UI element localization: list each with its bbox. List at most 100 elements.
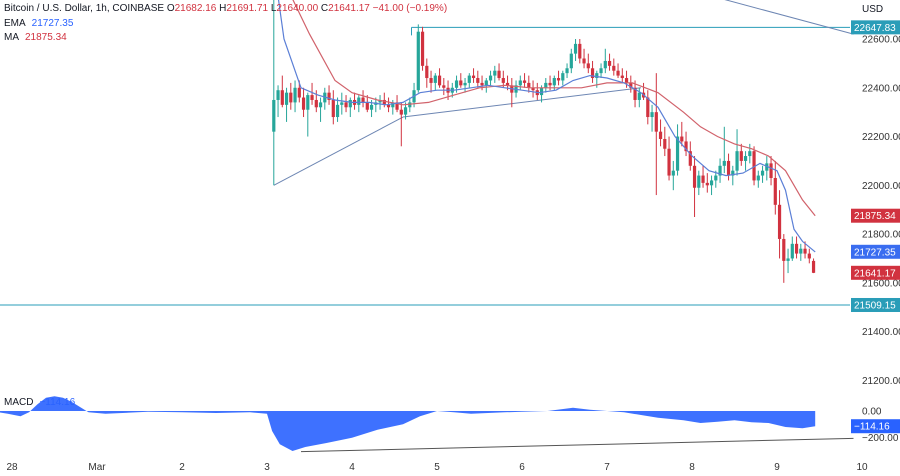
currency-label: USD [862,4,884,15]
trendlines [273,0,854,186]
candle-body [722,160,726,166]
candle-body [493,70,497,76]
macd-tick-label: 0.00 [862,407,882,418]
macd-histogram [0,396,816,451]
candle-body [705,182,709,186]
candle-body [272,99,276,132]
close-price-badge: 21641.17 [854,268,896,279]
candle-body [391,102,395,108]
candle-body [280,90,284,105]
candle-body [544,82,548,88]
candle-body [599,68,603,74]
candle-body [471,75,476,79]
macd-label: MACD [4,397,34,408]
candle-body [688,151,692,166]
ohlc-legend: Bitcoin / U.S. Dollar, 1h, COINBASE O216… [4,3,447,14]
candle-body [684,141,688,152]
candle-body [697,175,701,188]
macd-divergence-line [300,437,854,453]
candle-body [289,92,293,103]
candle-body [552,78,556,86]
time-tick-label: 8 [689,462,695,473]
support-price-badge: 21509.15 [854,300,896,311]
ema-label: EMA [4,18,26,29]
time-tick-label: 2 [179,462,185,473]
candle-body [301,97,306,110]
candle-body [743,156,748,161]
macd-legend: MACD −114.16 [4,397,75,408]
price-tick-label: 22200.00 [862,132,900,143]
time-tick-label: 6 [519,462,525,473]
candle-body [454,80,459,88]
candle-body [692,165,697,188]
candle-body [497,70,501,79]
candle-body [331,99,335,118]
candle-body [786,258,790,261]
candle-body [527,82,531,88]
candle-body [675,136,680,171]
candle-body [616,70,620,76]
price-tick-label: 21600.00 [862,278,900,289]
ma-label: MA [4,32,19,43]
candle-body [565,68,569,74]
candle-body [709,180,714,186]
candle-body [561,73,565,81]
price-tick-label: 21400.00 [862,327,900,338]
candle-body [399,109,403,115]
open-value: 21682.16 [174,3,217,14]
close-price-badge-bg [851,265,900,280]
candle-body [369,104,374,110]
candle-body [573,43,578,54]
candlesticks [272,0,816,283]
horizontal-levels [0,26,850,306]
ema-price-badge-bg [851,244,900,259]
ema-legend: EMA 21727.35 [4,18,73,29]
candle-body [467,75,471,83]
low-value: 21640.00 [276,3,319,14]
candle-body [501,78,505,83]
candle-body [306,95,310,110]
candle-body [297,87,301,98]
macd-histogram-area [0,396,854,453]
candle-body [765,163,769,171]
price-tick-label: 22000.00 [862,181,900,192]
ema-line [277,0,816,253]
open-label: O [166,3,175,14]
moving-average-lines [277,0,816,253]
candle-body [335,104,340,118]
time-tick-label: 3 [264,462,270,473]
ma-line [292,0,816,217]
candle-body [386,104,391,108]
candle-body [803,248,807,254]
candle-body [752,151,756,181]
resistance-price-badge-bg [851,20,900,35]
candle-body [539,87,544,96]
price-tick-label: 21200.00 [862,376,900,387]
candle-body [735,151,739,171]
change-value: −41.00 (−0.19%) [372,3,448,14]
candle-body [671,170,675,176]
ema-value: 21727.35 [31,18,74,29]
ma-price-badge: 21875.34 [854,211,896,222]
close-value: 21641.17 [328,3,370,14]
candle-body [463,82,467,86]
candle-body [612,65,616,71]
candle-body [595,73,599,79]
candle-body [748,151,752,157]
price-badges: 22647.83 21509.15 21875.34 21727.35 21641.17… [851,20,900,434]
macd-tick-label: −200.00 [862,433,899,444]
candle-body [578,43,582,59]
candle-body [569,53,573,69]
candle-body [650,112,654,118]
candle-body [357,97,361,105]
candle-body [276,90,280,100]
candle-body [773,177,777,205]
candle-body [556,78,561,81]
ma-price-badge-bg [851,208,900,223]
candle-body [395,102,399,110]
high-label: H [219,3,227,14]
ema-price-badge: 21727.35 [854,247,896,258]
candle-body [726,160,731,176]
candle-body [760,170,765,176]
